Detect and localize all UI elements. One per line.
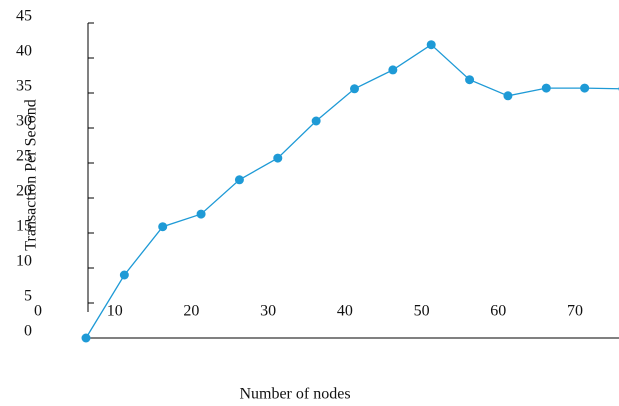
x-tick-label: 20 (183, 303, 199, 320)
marker (350, 84, 359, 94)
y-tick-label: 15 (16, 218, 32, 235)
marker (234, 175, 244, 185)
x-tick-label: 10 (107, 303, 123, 320)
y-tick-label: 10 (16, 253, 32, 270)
x-tick-label: 40 (337, 303, 353, 320)
x-tick-label: 0 (34, 303, 42, 320)
marker (580, 83, 590, 93)
x-tick-label: 70 (567, 303, 583, 320)
y-tick-label: 40 (16, 43, 32, 60)
marker (541, 83, 551, 93)
marker (311, 116, 321, 126)
y-tick-label: 25 (16, 148, 32, 165)
y-tick-label: 30 (16, 113, 32, 130)
x-tick-label: 30 (260, 303, 276, 320)
marker (81, 333, 91, 343)
y-tick-label: 0 (24, 323, 32, 340)
marker (196, 209, 206, 219)
y-axis-title: Transaction Per Second (23, 99, 40, 250)
marker (119, 270, 129, 280)
marker (388, 65, 398, 75)
marker (158, 222, 168, 232)
marker (426, 40, 436, 50)
marker (503, 91, 513, 101)
y-tick-label: 45 (16, 8, 32, 25)
y-tick-label: 20 (16, 183, 32, 200)
y-tick-label: 35 (16, 78, 32, 95)
x-tick-label: 50 (414, 303, 430, 320)
x-axis-title: Number of nodes (239, 386, 350, 403)
marker (273, 153, 283, 163)
marker (465, 75, 475, 85)
x-tick-label: 60 (490, 303, 506, 320)
y-tick-label: 5 (24, 288, 32, 305)
